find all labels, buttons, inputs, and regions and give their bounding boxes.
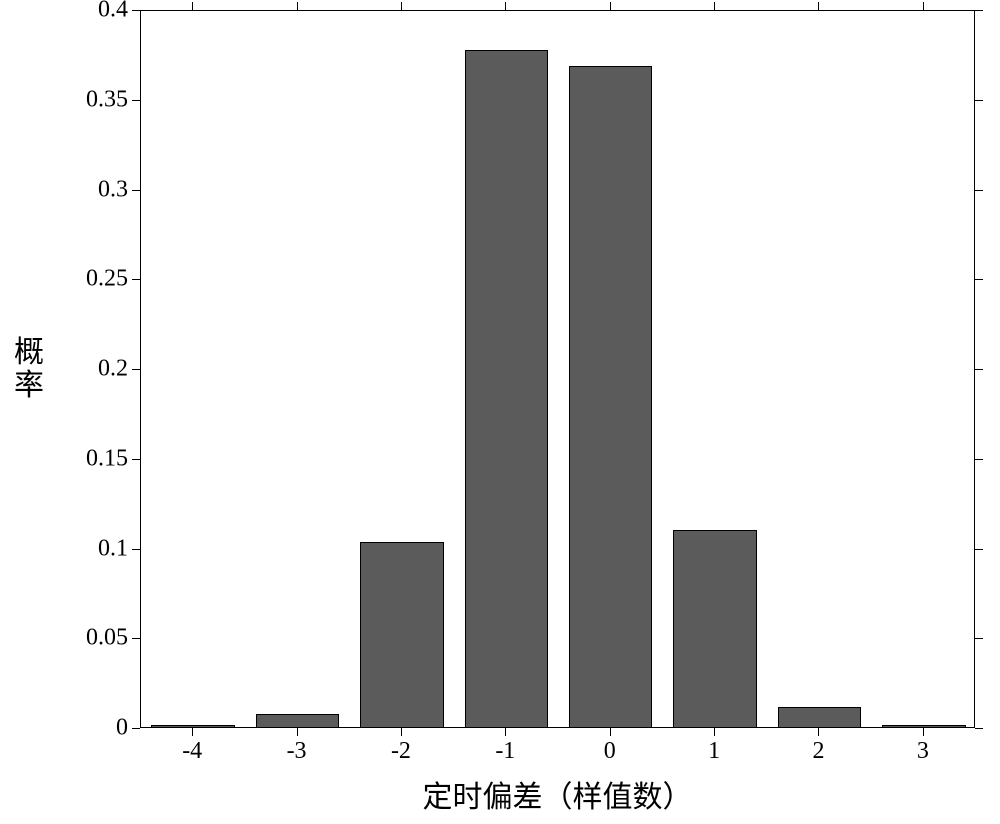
- y-tick: [132, 728, 140, 729]
- x-tick: [192, 728, 193, 736]
- x-tick-label: 1: [708, 738, 720, 765]
- y-tick-right: [975, 279, 983, 280]
- x-tick-label: -4: [182, 738, 202, 765]
- x-tick-label: 0: [604, 738, 616, 765]
- y-tick-label: 0.35: [86, 86, 128, 113]
- x-tick: [923, 728, 924, 736]
- y-tick-right: [975, 728, 983, 729]
- x-tick-label: -2: [391, 738, 411, 765]
- y-tick-label: 0.3: [98, 176, 128, 203]
- plot-area: [140, 10, 975, 728]
- y-tick-right: [975, 100, 983, 101]
- y-tick-right: [975, 10, 983, 11]
- y-tick-label: 0.05: [86, 625, 128, 652]
- y-tick-label: 0.2: [98, 356, 128, 383]
- y-tick-label: 0.4: [98, 0, 128, 24]
- x-tick: [610, 728, 611, 736]
- x-tick-top: [610, 2, 611, 10]
- y-tick: [132, 459, 140, 460]
- y-tick: [132, 10, 140, 11]
- x-tick-top: [192, 2, 193, 10]
- x-tick-top: [505, 2, 506, 10]
- bar: [569, 66, 653, 727]
- x-tick-top: [923, 2, 924, 10]
- x-tick-top: [297, 2, 298, 10]
- x-tick: [505, 728, 506, 736]
- bar: [256, 714, 340, 727]
- y-tick-right: [975, 549, 983, 550]
- bar: [882, 725, 966, 727]
- x-tick-label: 2: [812, 738, 824, 765]
- x-tick-label: -3: [287, 738, 307, 765]
- y-tick-right: [975, 369, 983, 370]
- y-tick-right: [975, 638, 983, 639]
- bar: [360, 542, 444, 727]
- x-tick-label: -1: [495, 738, 515, 765]
- bar: [778, 707, 862, 727]
- y-tick: [132, 279, 140, 280]
- x-tick-top: [714, 2, 715, 10]
- y-tick-label: 0.1: [98, 535, 128, 562]
- y-tick: [132, 369, 140, 370]
- y-tick-label: 0: [116, 715, 128, 742]
- bar: [465, 50, 549, 727]
- x-tick-label: 3: [917, 738, 929, 765]
- y-tick: [132, 190, 140, 191]
- x-tick: [818, 728, 819, 736]
- y-tick-label: 0.25: [86, 266, 128, 293]
- x-tick-top: [401, 2, 402, 10]
- x-tick: [401, 728, 402, 736]
- bar: [673, 530, 757, 727]
- y-tick-label: 0.15: [86, 445, 128, 472]
- y-tick: [132, 549, 140, 550]
- y-tick-right: [975, 190, 983, 191]
- histogram-chart: -4 -3 -2 -1 0 1 2 3 0 0.05 0.1 0.15 0.2 0.25 0.3 0.35 0.…: [0, 0, 1000, 824]
- y-tick: [132, 100, 140, 101]
- y-axis-label: 概率: [14, 336, 44, 402]
- bar: [151, 725, 235, 727]
- x-tick: [297, 728, 298, 736]
- y-tick: [132, 638, 140, 639]
- x-tick: [714, 728, 715, 736]
- y-tick-right: [975, 459, 983, 460]
- x-tick-top: [818, 2, 819, 10]
- x-axis-label: 定时偏差（样值数）: [423, 772, 693, 816]
